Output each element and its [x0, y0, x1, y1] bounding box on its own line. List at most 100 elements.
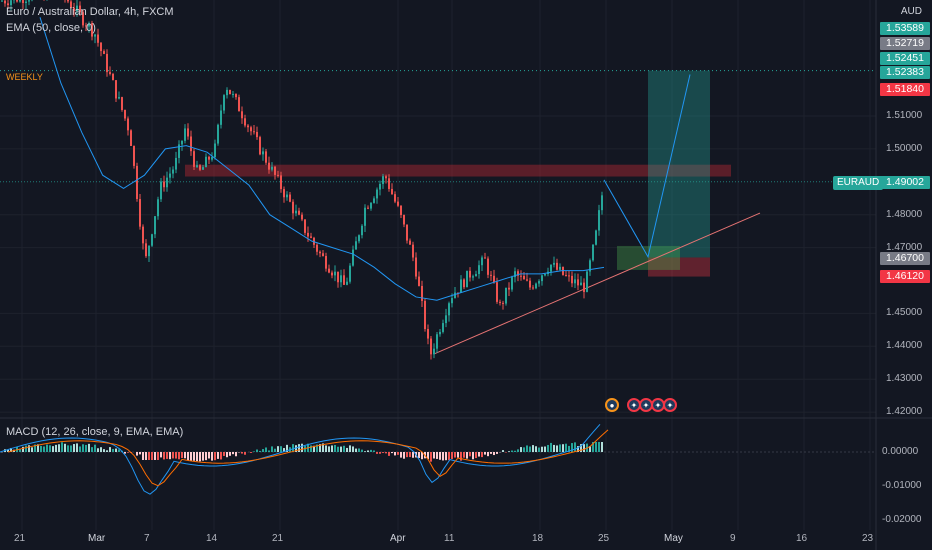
macd-histogram-bar	[391, 452, 393, 454]
macd-histogram-bar	[355, 448, 357, 452]
macd-histogram-bar	[346, 447, 348, 452]
time-tick-label: 23	[862, 533, 874, 544]
candle-body	[136, 165, 138, 200]
candle-body	[439, 331, 441, 335]
candle-body	[328, 268, 330, 273]
candle-body	[559, 266, 561, 270]
macd-histogram-bar	[523, 447, 525, 452]
candle-body	[100, 42, 102, 52]
macd-histogram-bar	[241, 452, 243, 454]
candle-body	[529, 280, 531, 288]
candle-body	[430, 338, 432, 355]
flag-event-icon[interactable]: ✦	[663, 398, 677, 412]
candle-body	[19, 0, 21, 2]
candle-body	[361, 225, 363, 236]
macd-histogram-bar	[418, 452, 420, 459]
macd-histogram-bar	[172, 452, 174, 459]
time-tick-label: 25	[598, 533, 610, 544]
symbol-title[interactable]: Euro / Australian Dollar, 4h, FXCM	[6, 6, 174, 18]
macd-histogram-bar	[340, 446, 342, 452]
candle-body	[265, 151, 267, 163]
candle-body	[172, 169, 174, 174]
currency-label[interactable]: AUD	[900, 6, 922, 17]
macd-histogram-bar	[250, 452, 252, 453]
macd-histogram-bar	[256, 449, 258, 452]
candle-body	[376, 189, 378, 199]
calendar-event-icon[interactable]: ●	[605, 398, 619, 412]
macd-histogram-bar	[451, 452, 453, 459]
candle-body	[385, 176, 387, 179]
time-tick-label: 21	[272, 533, 284, 544]
macd-histogram-bar	[580, 444, 582, 452]
price-tick-label: 1.45000	[886, 307, 923, 319]
macd-histogram-bar	[22, 446, 24, 452]
macd-histogram-bar	[97, 448, 99, 452]
macd-tick-label: -0.02000	[882, 514, 922, 525]
macd-legend[interactable]: MACD (12, 26, close, 9, EMA, EMA)	[6, 426, 184, 438]
macd-histogram-bar	[475, 452, 477, 459]
candle-body	[427, 329, 429, 339]
macd-histogram-bar	[316, 444, 318, 452]
candle-body	[127, 118, 129, 131]
candle-body	[553, 262, 555, 265]
ema-legend[interactable]: EMA (50, close, 0)	[6, 22, 96, 34]
candle-body	[73, 7, 75, 12]
candle-body	[70, 1, 72, 8]
macd-histogram-bar	[601, 442, 603, 452]
macd-histogram-bar	[334, 444, 336, 452]
macd-histogram-bar	[286, 444, 288, 452]
candle-body	[415, 257, 417, 277]
price-tick-label: 1.51000	[886, 110, 923, 121]
macd-histogram-bar	[400, 452, 402, 458]
candle-body	[460, 279, 462, 293]
macd-histogram-bar	[376, 452, 378, 454]
time-tick-label: 16	[796, 533, 808, 544]
entry-zone	[617, 245, 680, 270]
macd-histogram-bar	[421, 452, 423, 460]
candle-body	[484, 257, 486, 259]
macd-histogram-bar	[94, 444, 96, 452]
macd-histogram-bar	[253, 451, 255, 452]
macd-signal-line	[7, 429, 609, 487]
candle-body	[493, 275, 495, 283]
candle-body	[256, 131, 258, 138]
candle-body	[241, 111, 243, 119]
macd-histogram-bar	[439, 452, 441, 460]
candlestick-series	[1, 0, 603, 360]
candle-body	[169, 173, 171, 178]
macd-histogram-bar	[184, 452, 186, 459]
macd-histogram-bar	[202, 452, 204, 461]
macd-histogram-bar	[397, 452, 399, 455]
candle-body	[478, 265, 480, 275]
candle-body	[589, 260, 591, 272]
macd-histogram-bar	[148, 452, 150, 460]
flag-event-icon[interactable]: ✦	[627, 398, 641, 412]
macd-histogram-bar	[268, 450, 270, 452]
macd-histogram-bar	[187, 452, 189, 461]
economic-events[interactable]: ● ✦ ✦ ✦ ✦	[605, 398, 677, 412]
candle-body	[586, 271, 588, 292]
macd-histogram-bar	[244, 452, 246, 455]
macd-histogram-bar	[220, 452, 222, 460]
candle-body	[1, 0, 3, 2]
candle-body	[115, 80, 117, 99]
macd-histogram-bar	[196, 452, 198, 462]
macd-histogram-bar	[496, 452, 498, 454]
candle-body	[163, 181, 165, 188]
candle-body	[130, 130, 132, 147]
candle-body	[502, 302, 504, 304]
time-tick-label: 9	[730, 533, 736, 544]
candle-body	[139, 199, 141, 227]
macd-histogram-bar	[118, 449, 120, 452]
candle-body	[244, 118, 246, 126]
ema-line	[39, 17, 605, 301]
macd-histogram-bar	[472, 452, 474, 460]
macd-histogram-bar	[160, 452, 162, 458]
candle-body	[472, 276, 474, 278]
candle-body	[445, 315, 447, 324]
candle-body	[298, 210, 300, 215]
candle-body	[307, 232, 309, 237]
candle-body	[448, 303, 450, 316]
candle-body	[211, 157, 213, 160]
